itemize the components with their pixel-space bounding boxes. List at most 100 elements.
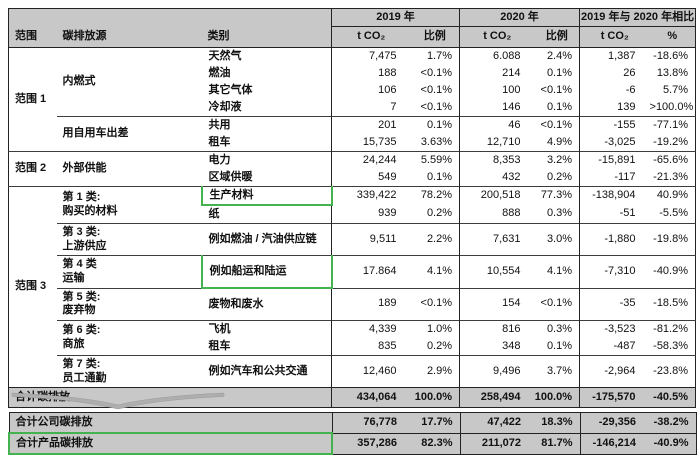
value-diff-tco2: 139: [579, 99, 650, 117]
table-row: 第 6 类: 商旅 飞机 4,339 1.0% 816 0.3% -3,523 …: [9, 320, 696, 356]
source-cell: 第 6 类: 商旅: [56, 320, 202, 356]
value-2020-pct: 2.4%: [546, 49, 573, 62]
merge-arrow-icon: [11, 392, 225, 410]
source-cell: 内燃式: [62, 75, 96, 88]
total-2020-tco2: 258,494: [459, 387, 535, 408]
value-2019-tco2: 76,778: [331, 412, 411, 433]
table-row: 第 7 类: 员工通勤 例如汽车和公共交通 12,460 2.9% 9,496 …: [9, 355, 696, 388]
value-diff-tco2: -3,523: [579, 320, 650, 338]
value-diff-pct: -21.3%: [653, 170, 689, 183]
table-row: 范围 2 外部供能 电力 24,244 5.59% 8,353 3.2% -15…: [8, 151, 696, 187]
value-2019-pct: 5.59%: [410, 151, 460, 169]
category-cell: 例如燃油 / 汽油供应链: [201, 223, 332, 256]
table-row: 租车 835 0.2% 348 0.1% -487 -58.3%: [9, 338, 696, 356]
value-2020-pct: 3.2%: [534, 151, 580, 169]
header-diff-tco2: t CO₂: [579, 26, 650, 48]
source-cell: 用自用车出差: [56, 116, 202, 152]
value-2019-tco2: 17.864: [331, 255, 411, 288]
value-2020-pct: 0.1%: [546, 100, 573, 113]
value-2019-pct: <0.1%: [410, 287, 460, 321]
value-diff-pct: 40.9%: [649, 186, 696, 205]
value-2020-pct: 18.3%: [535, 412, 580, 433]
value-2020-tco2: 146: [459, 99, 535, 117]
total-2019-tco2: 434,064: [331, 387, 411, 408]
value-2019-tco2: 357,286: [331, 432, 411, 454]
value-diff-tco2: -1,880: [579, 223, 650, 256]
total-diff-pct: -40.5%: [649, 387, 696, 408]
value-2020-tco2: 348: [459, 338, 535, 356]
value-2020-tco2: 7,631: [459, 223, 535, 256]
header-2020-tco2: t CO₂: [459, 26, 535, 48]
value-2020-tco2: 154: [459, 287, 535, 321]
value-2019-tco2: 835: [331, 338, 411, 356]
value-2019-pct: 82.3%: [411, 432, 460, 454]
summary-row-product: 合计产品碳排放 357,286 82.3% 211,072 81.7% -146…: [8, 432, 696, 455]
value-2020-pct: 0.1%: [546, 66, 573, 79]
value-2019-tco2: 12,460: [331, 355, 411, 388]
category-cell: 例如汽车和公共交通: [201, 355, 332, 388]
value-diff-pct: -19.8%: [649, 223, 696, 256]
header-year-2019: 2019 年: [331, 8, 460, 27]
scope-cell: 范围 3: [8, 186, 57, 388]
header-year-compare: 2019 年与 2020 年相比: [579, 8, 696, 27]
value-diff-tco2: -6: [579, 82, 650, 99]
scope-cell: 范围 2: [8, 151, 57, 187]
total-2020-pct: 100.0%: [534, 387, 580, 408]
value-2020-pct: 3.7%: [534, 355, 580, 388]
value-2020-tco2: 214: [459, 65, 535, 82]
value-diff-pct: 13.8%: [656, 66, 689, 79]
category-cell: 冷却液: [208, 100, 242, 113]
value-diff-pct: -5.5%: [659, 207, 689, 220]
value-2020-tco2: 9,496: [459, 355, 535, 388]
value-diff-pct: >100.0%: [649, 100, 694, 113]
category-cell: 其它气体: [208, 83, 253, 96]
value-2020-pct: 4.9%: [546, 135, 573, 148]
table-row: 其它气体 106 <0.1% 100 <0.1% -6 5.7%: [9, 82, 696, 99]
table-row: 第 5 类: 废弃物 废物和废水 189 <0.1% 154 <0.1% -35…: [9, 287, 696, 321]
value-2019-tco2: 7,475: [331, 47, 411, 65]
table-row: 范围 3 第 1 类: 购买的材料 生产材料 339,422 78.2% 200…: [8, 186, 696, 388]
value-2019-pct: <0.1%: [420, 83, 453, 96]
category-cell: 纸: [208, 207, 220, 220]
value-diff-tco2: 26: [579, 65, 650, 82]
table-row: 区域供暖 549 0.1% 432 0.2% -117 -21.3%: [9, 169, 696, 187]
summary-table: 合计公司碳排放 76,778 17.7% 47,422 18.3% -29,35…: [8, 412, 697, 455]
value-diff-tco2: -7,310: [579, 255, 650, 288]
value-diff-pct: -38.2%: [650, 412, 696, 433]
source-cell: 第 1 类: 购买的材料: [56, 186, 202, 224]
value-diff-pct: -77.1%: [649, 116, 696, 134]
header-2019-ratio: 比例: [410, 26, 460, 48]
source-cell: 第 3 类: 上游供应: [56, 223, 202, 256]
value-diff-pct: -65.6%: [649, 151, 696, 169]
value-diff-pct: -19.2%: [653, 135, 689, 148]
value-diff-tco2: -138,904: [579, 186, 650, 205]
value-diff-tco2: 1,387: [579, 47, 650, 65]
header-2020-ratio: 比例: [534, 26, 580, 48]
value-2019-tco2: 189: [331, 287, 411, 321]
category-cell: 共用: [201, 116, 332, 134]
scope-cell: 范围 1: [15, 92, 47, 105]
source-cell: 外部供能: [56, 151, 202, 187]
value-diff-tco2: -117: [579, 169, 650, 187]
value-diff-pct: -18.5%: [649, 287, 696, 321]
value-2020-tco2: 432: [459, 169, 535, 187]
header-category: 类别: [201, 26, 332, 48]
table-row: 燃油 188 <0.1% 214 0.1% 26 13.8%: [9, 65, 696, 82]
value-2019-tco2: 9,511: [331, 223, 411, 256]
table-row: 第 3 类: 上游供应 例如燃油 / 汽油供应链 9,511 2.2% 7,63…: [9, 223, 696, 256]
source-cell: 第 7 类: 员工通勤: [56, 355, 202, 388]
value-diff-pct: 5.7%: [662, 83, 689, 96]
header-source: 碳排放源: [56, 26, 202, 48]
category-cell-highlighted: 例如船运和陆运: [200, 255, 333, 289]
value-diff-tco2: -35: [579, 287, 650, 321]
value-2019-pct: 3.63%: [420, 135, 453, 148]
total-row: 合计碳排放 434,064 100.0% 258,494 100.0% -175…: [8, 387, 696, 408]
table-row: 第 4 类 运输 例如船运和陆运 17.864 4.1% 10,554 4.1%…: [9, 255, 696, 289]
value-2020-pct: <0.1%: [534, 287, 580, 321]
category-cell-highlighted: 生产材料: [200, 186, 333, 206]
value-2019-pct: 0.1%: [410, 116, 460, 134]
value-diff-pct: -81.2%: [649, 320, 696, 338]
category-cell: 天然气: [208, 49, 242, 62]
header-columns-row: 范围 碳排放源 类别 t CO₂ 比例 t CO₂ 比例 t CO₂ %: [8, 26, 696, 48]
value-2020-pct: 0.2%: [546, 170, 573, 183]
